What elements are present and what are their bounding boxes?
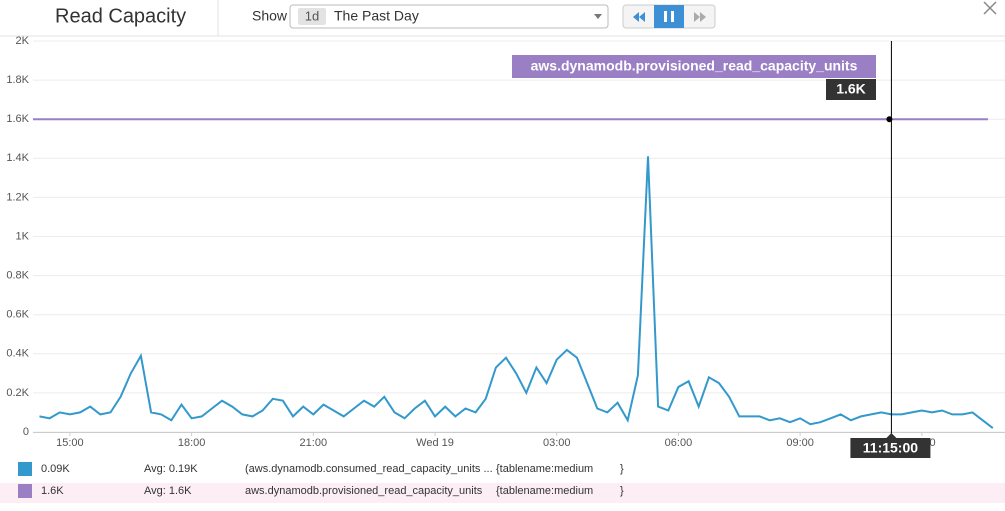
y-tick-label: 0 [23,426,29,438]
y-tick-label: 1.8K [6,74,29,86]
legend-avg: Avg: 1.6K [144,485,192,497]
y-tick-label: 0.4K [6,348,29,360]
y-tick-label: 1.6K [6,113,29,125]
x-tick-label: 09:00 [786,437,814,449]
panel-title: Read Capacity [55,5,186,27]
series-line [39,156,994,429]
x-tick-label: 15:00 [56,437,84,449]
y-tick-label: 1.4K [6,152,29,164]
legend-tags: {tablename:medium [496,485,593,497]
forward-button[interactable] [694,12,706,22]
tooltip-value: 1.6K [836,81,866,97]
cursor-dot [886,116,893,123]
legend-row-highlight [0,483,1005,503]
cursor-label-pointer [886,433,897,438]
pause-button[interactable] [654,5,684,28]
tooltip-value-bg [826,79,876,100]
x-tick-label: Wed 19 [416,437,454,449]
legend-metric: aws.dynamodb.provisioned_read_capacity_u… [245,485,483,497]
y-tick-label: 1.2K [6,191,29,203]
cursor-label-bg [850,438,931,458]
legend-metric: (aws.dynamodb.consumed_read_capacity_uni… [245,463,493,475]
close-button[interactable] [983,1,997,15]
x-tick-label: 18:00 [178,437,206,449]
y-tick-label: 0.6K [6,309,29,321]
legend-swatch [18,484,32,498]
range-dropdown[interactable] [289,4,609,29]
x-tick-label: 06:00 [665,437,693,449]
pause-icon [664,11,667,22]
y-tick-label: 0.8K [6,270,29,282]
legend-current: 0.09K [41,463,70,475]
legend-tags-close: } [620,485,624,497]
y-tick-label: 1K [16,230,30,242]
legend-avg: Avg: 0.19K [144,463,198,475]
rewind-button[interactable] [633,12,645,22]
y-tick-label: 2K [16,35,30,47]
legend-tags-close: } [620,463,624,475]
cursor-label: 11:15:00 [863,440,918,456]
pause-icon [671,11,674,22]
tooltip-name: aws.dynamodb.provisioned_read_capacity_u… [531,58,858,74]
tooltip-name-bg [512,55,876,78]
dropdown-arrow [594,14,602,19]
range-badge: 1d [305,8,319,23]
legend-swatch [18,462,32,476]
range-badge-bg [298,8,326,25]
x-tick-label: 03:00 [543,437,571,449]
legend-tags: {tablename:medium [496,463,593,475]
show-label: Show [252,8,288,24]
legend-current: 1.6K [41,485,64,497]
x-tick-label: 21:00 [300,437,328,449]
y-tick-label: 0.2K [6,387,29,399]
range-text: The Past Day [334,8,419,24]
